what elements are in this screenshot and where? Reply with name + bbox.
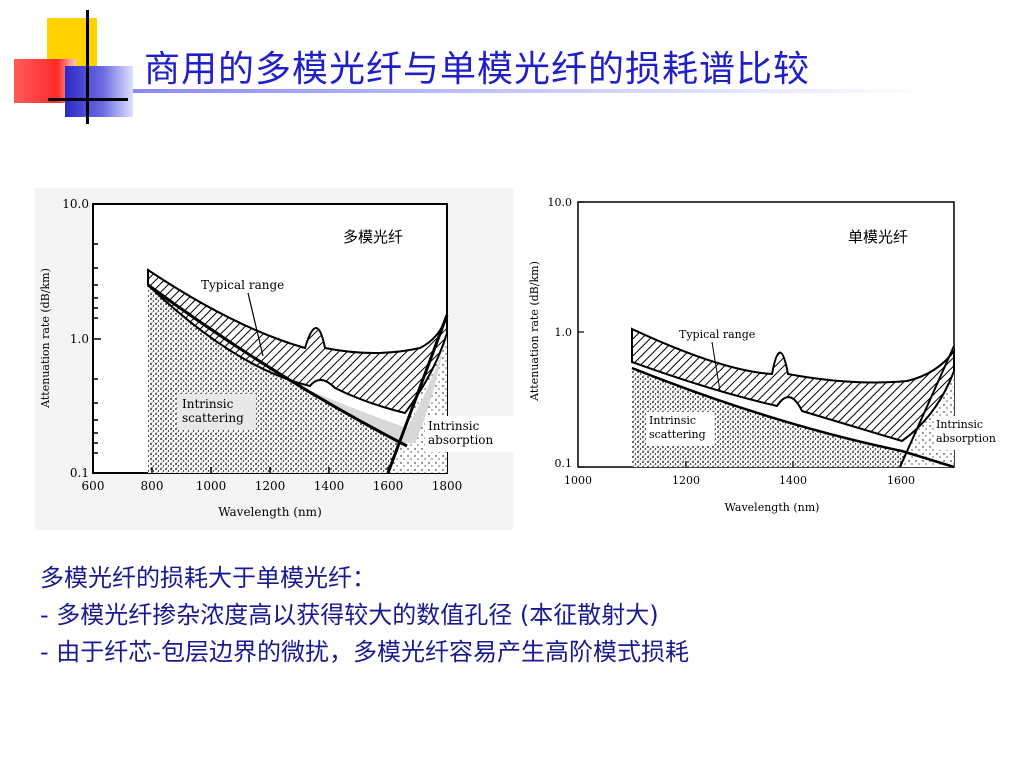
logo-vertical-line xyxy=(86,10,89,124)
y-axis-label: Attenuation rate (dB/km) xyxy=(528,261,541,402)
ytick-label: 0.1 xyxy=(70,466,89,480)
body-line-summary: 多模光纤的损耗大于单模光纤： xyxy=(40,564,376,592)
annotation-line-2: scattering xyxy=(182,411,244,425)
xtick-label: 1400 xyxy=(779,474,807,487)
y-axis-label: Attenuation rate (dB/km) xyxy=(39,268,52,409)
xtick-label: 1000 xyxy=(564,474,592,487)
annotation-scattering-line: Intrinsic xyxy=(649,414,696,427)
annotation-intrinsic-absorption: Intrinsic absorption xyxy=(428,419,494,447)
annotation-intrinsic-scattering: Intrinsic scattering xyxy=(649,414,706,441)
xtick-label: 1400 xyxy=(314,479,345,493)
x-axis-label: Wavelength (nm) xyxy=(218,505,322,519)
body-line-reason-2: - 由于纤芯-包层边界的微扰，多模光纤容易产生高阶模式损耗 xyxy=(40,638,689,666)
annotation-line-2: absorption xyxy=(936,432,996,445)
title-underline xyxy=(133,89,933,93)
ytick-label: 10.0 xyxy=(62,197,89,211)
body-line-reason-1: - 多模光纤掺杂浓度高以获得较大的数值孔径 (本征散射大) xyxy=(40,601,659,629)
annotation-absorption-line: Intrinsic xyxy=(936,418,983,431)
annotation-typical-range: Typical range xyxy=(201,278,284,292)
xtick-label: 1600 xyxy=(373,479,404,493)
annotation-typical-range: Typical range xyxy=(679,328,755,341)
annotation-intrinsic-absorption: Intrinsic absorption xyxy=(936,418,996,445)
xtick-label: 1000 xyxy=(196,479,227,493)
ytick-label: 1.0 xyxy=(555,326,573,339)
x-axis-label: Wavelength (nm) xyxy=(725,501,820,514)
slide-body: 多模光纤的损耗大于单模光纤： - 多模光纤掺杂浓度高以获得较大的数值孔径 (本征… xyxy=(40,560,689,671)
annotation-line-2: scattering xyxy=(649,428,706,441)
xtick-label: 600 xyxy=(82,479,105,493)
chart-title: 单模光纤 xyxy=(848,228,908,246)
annotation-absorption-line: Intrinsic xyxy=(428,419,480,433)
multimode-loss-chart: 10.0 1.0 0.1 600 800 1000 1200 1400 1600… xyxy=(35,188,513,530)
logo-horizontal-line xyxy=(48,98,128,101)
singlemode-loss-chart: 10.0 1.0 0.1 1000 1200 1400 1600 Wavelen… xyxy=(528,196,1012,514)
xtick-label: 1800 xyxy=(432,479,463,493)
ytick-label: 0.1 xyxy=(555,457,573,470)
ytick-label: 1.0 xyxy=(70,332,89,346)
logo-blue-square xyxy=(65,66,133,117)
xtick-label: 800 xyxy=(141,479,164,493)
xtick-label: 1200 xyxy=(255,479,286,493)
annotation-intrinsic-scattering: Intrinsic scattering xyxy=(182,397,244,425)
slide-title: 商用的多模光纤与单模光纤的损耗谱比较 xyxy=(144,49,811,90)
annotation-scattering-line: Intrinsic xyxy=(182,397,234,411)
chart-title: 多模光纤 xyxy=(343,228,403,246)
ytick-label: 10.0 xyxy=(548,196,573,209)
xtick-label: 1600 xyxy=(887,474,915,487)
xtick-label: 1200 xyxy=(672,474,700,487)
annotation-line-2: absorption xyxy=(428,433,494,447)
